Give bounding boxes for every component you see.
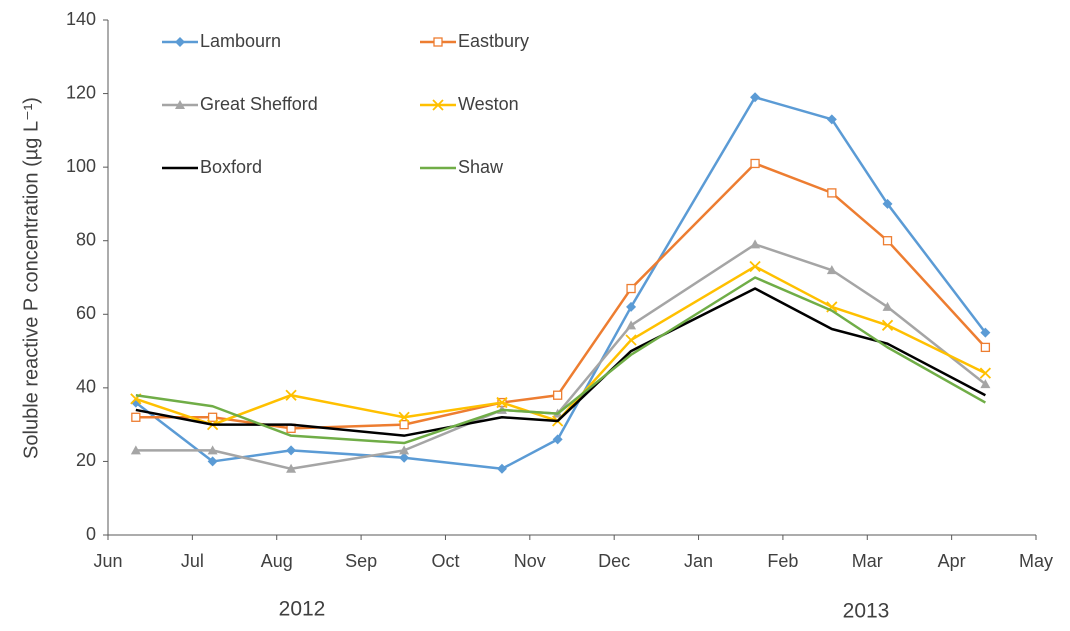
marker <box>826 265 837 275</box>
marker <box>207 445 218 455</box>
marker <box>286 463 297 473</box>
marker <box>399 452 410 463</box>
marker <box>826 114 837 125</box>
marker <box>207 412 218 422</box>
x-tick-label: Sep <box>345 551 377 571</box>
marker <box>399 419 409 430</box>
marker <box>882 236 893 246</box>
y-tick-label: 100 <box>66 156 96 176</box>
y-tick-label: 80 <box>76 229 96 249</box>
marker <box>980 342 991 353</box>
marker <box>626 283 636 294</box>
marker <box>750 239 761 249</box>
y-tick-label: 60 <box>76 303 96 323</box>
marker <box>553 390 563 400</box>
marker <box>131 412 141 422</box>
y-tick-label: 20 <box>76 450 96 470</box>
year-label: 2013 <box>843 600 890 623</box>
marker <box>552 434 563 445</box>
marker <box>496 463 507 474</box>
marker <box>827 188 837 198</box>
x-tick-label: Nov <box>514 551 546 571</box>
legend-label: Weston <box>458 94 519 114</box>
marker <box>625 334 637 346</box>
marker <box>626 320 637 330</box>
series-line <box>135 265 986 426</box>
x-tick-label: Dec <box>598 551 630 571</box>
x-tick-label: Aug <box>261 551 293 571</box>
x-tick-label: Jul <box>181 551 204 571</box>
y-axis-label: Soluble reactive P concentration (µg L⁻¹… <box>20 97 42 459</box>
x-tick-label: May <box>1019 551 1053 571</box>
series-line <box>135 96 987 471</box>
marker <box>980 327 991 338</box>
series-line <box>135 276 986 445</box>
y-tick-label: 120 <box>66 82 96 102</box>
marker <box>750 158 760 169</box>
x-tick-label: Jan <box>684 551 713 571</box>
x-tick-label: Mar <box>852 551 883 571</box>
legend-marker <box>175 37 185 47</box>
legend-label: Boxford <box>200 157 262 177</box>
legend-label: Lambourn <box>200 31 281 51</box>
marker <box>749 260 761 273</box>
series-line <box>135 162 987 430</box>
x-tick-label: Jun <box>93 551 122 571</box>
legend-label: Eastbury <box>458 31 529 51</box>
y-tick-label: 140 <box>66 9 96 29</box>
marker <box>750 92 761 103</box>
marker <box>207 456 218 467</box>
marker <box>979 367 992 379</box>
year-label: 2012 <box>279 598 326 621</box>
marker <box>881 319 894 331</box>
legend-label: Great Shefford <box>200 94 318 114</box>
marker <box>626 301 637 312</box>
marker <box>980 379 991 389</box>
x-tick-label: Feb <box>767 551 798 571</box>
marker <box>398 411 410 423</box>
marker <box>285 389 297 401</box>
y-tick-label: 40 <box>76 377 96 397</box>
marker <box>496 396 508 409</box>
y-tick-label: 0 <box>86 524 96 544</box>
series-line <box>135 287 986 437</box>
marker <box>882 301 893 311</box>
marker <box>286 445 297 456</box>
legend-marker <box>433 37 443 47</box>
x-tick-label: Oct <box>431 551 459 571</box>
legend-marker <box>175 100 185 109</box>
marker <box>130 445 141 455</box>
marker <box>399 445 410 455</box>
marker <box>882 198 893 209</box>
legend-marker <box>432 99 444 111</box>
legend-label: Shaw <box>458 157 504 177</box>
x-tick-label: Apr <box>938 551 966 571</box>
